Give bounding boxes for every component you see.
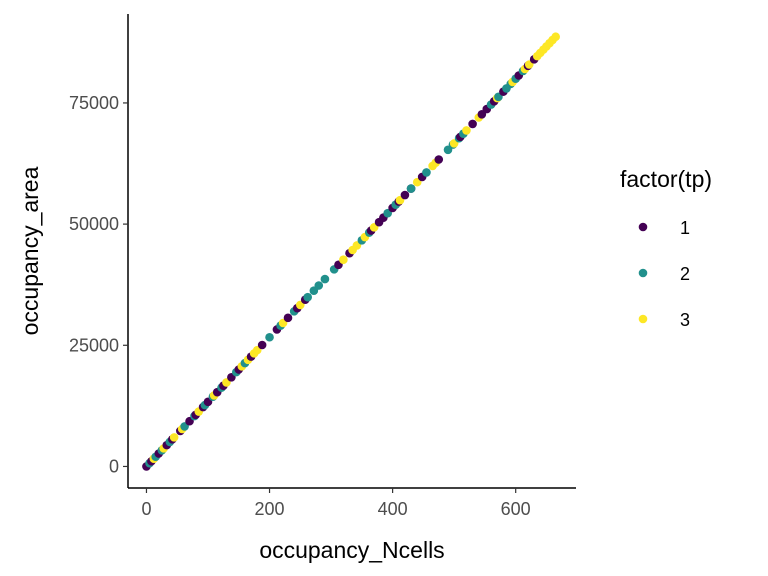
- legend-key-1: [638, 222, 648, 232]
- legend-key-3: [638, 314, 648, 324]
- data-point-series-1: [434, 155, 444, 164]
- data-point-series-1: [468, 119, 477, 129]
- data-point-series-1: [283, 313, 293, 323]
- x-tick-label: 400: [378, 499, 408, 519]
- x-tick-label: 0: [141, 499, 151, 519]
- data-point-series-3: [339, 255, 348, 264]
- y-tick-label: 0: [109, 456, 119, 476]
- x-tick-label: 600: [501, 499, 531, 519]
- legend-title: factor(tp): [620, 166, 712, 192]
- x-axis-title: occupancy_Ncells: [259, 537, 444, 563]
- data-point-series-2: [265, 332, 274, 342]
- y-axis-title: occupancy_area: [17, 166, 43, 335]
- data-point-series-3: [169, 433, 179, 442]
- data-point-series-2: [303, 292, 312, 302]
- data-point-series-2: [406, 184, 416, 193]
- y-tick-label: 25000: [69, 335, 119, 355]
- y-tick-label: 75000: [69, 93, 119, 113]
- data-point-series-2: [422, 168, 431, 177]
- y-axis-ticks: 0 25000 50000 75000: [69, 93, 128, 476]
- y-tick-label: 50000: [69, 214, 119, 234]
- x-tick-label: 200: [255, 499, 285, 519]
- legend: factor(tp) 1 2 3: [620, 166, 712, 330]
- data-point-series-3: [462, 126, 471, 135]
- data-point-series-2: [314, 281, 324, 290]
- legend-label-3: 3: [680, 310, 690, 330]
- data-point-series-1: [257, 340, 267, 350]
- legend-label-2: 2: [680, 264, 690, 284]
- data-points: [142, 32, 560, 471]
- legend-key-2: [638, 268, 648, 278]
- data-point-series-2: [320, 274, 330, 284]
- x-axis-ticks: 0 200 400 600: [141, 488, 531, 519]
- data-point-series-1: [400, 190, 410, 200]
- legend-label-1: 1: [680, 218, 690, 238]
- data-point-series-3: [551, 32, 560, 42]
